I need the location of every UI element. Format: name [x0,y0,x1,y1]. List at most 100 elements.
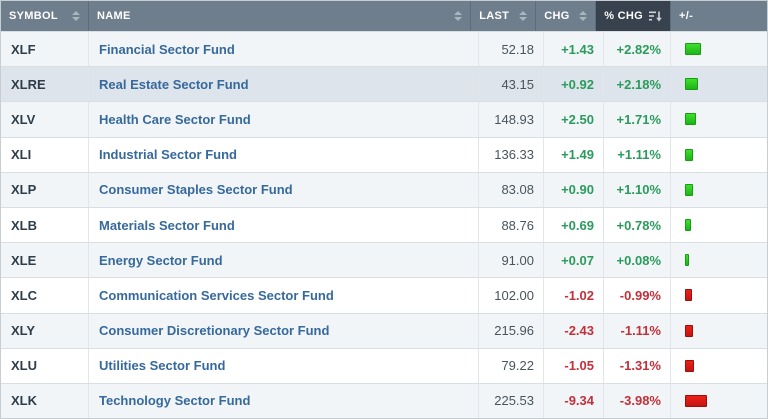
bar-cell [671,208,767,242]
change-bar [685,113,696,126]
sort-updown-icon [579,11,588,21]
change-bar [685,254,689,267]
fund-name-link[interactable]: Technology Sector Fund [99,393,251,409]
bar-cell [671,314,767,348]
table-row: XLP Consumer Staples Sector Fund 83.08 +… [1,171,767,207]
fund-name-link[interactable]: Energy Sector Fund [99,252,223,268]
column-header-pct-chg-label: % CHG [604,10,643,22]
name-cell: Consumer Staples Sector Fund [89,172,479,207]
table-row: XLK Technology Sector Fund 225.53 -9.34 … [1,382,767,418]
symbol-cell: XLV [1,102,89,137]
chg-cell: +0.90 [544,172,604,207]
symbol-text: XLI [11,147,32,163]
symbol-text: XLV [11,111,36,127]
chg-value: +0.92 [561,76,594,92]
fund-name-link[interactable]: Materials Sector Fund [99,217,235,233]
symbol-text: XLK [11,393,37,409]
name-cell: Materials Sector Fund [89,207,479,243]
chg-cell: +0.07 [544,243,604,278]
symbol-cell: XLK [1,383,89,418]
fund-name-link[interactable]: Real Estate Sector Fund [99,76,249,92]
name-cell: Technology Sector Fund [89,383,479,418]
pct-chg-cell: +0.08% [604,243,671,278]
symbol-cell: XLE [1,243,89,278]
fund-name-link[interactable]: Consumer Staples Sector Fund [99,182,293,198]
column-header-last[interactable]: LAST [471,1,537,31]
pct-chg-cell: +1.71% [604,102,671,137]
fund-name-link[interactable]: Financial Sector Fund [99,41,235,57]
change-bar [685,78,698,91]
symbol-text: XLRE [11,76,46,92]
bar-cell [671,67,767,101]
last-cell: 43.15 [479,67,544,102]
last-cell: 52.18 [479,32,544,67]
table-row: XLI Industrial Sector Fund 136.33 +1.49 … [1,136,767,172]
symbol-cell: XLC [1,278,89,313]
pct-chg-value: -1.11% [620,323,661,339]
chg-cell: +2.50 [544,102,604,137]
last-value: 225.53 [494,393,534,409]
change-bar [685,43,701,56]
chg-value: +0.90 [561,182,594,198]
table-body: XLF Financial Sector Fund 52.18 +1.43 +2… [1,31,767,418]
chg-value: +1.43 [561,41,594,57]
last-cell: 215.96 [479,313,544,348]
pct-chg-cell: +1.10% [604,172,671,207]
pct-chg-value: +1.71% [616,111,661,127]
column-header-symbol[interactable]: SYMBOL [1,1,89,31]
column-header-name[interactable]: NAME [89,1,472,31]
column-header-chg-label: CHG [544,10,570,22]
bar-cell [671,32,767,66]
chg-value: +0.69 [561,217,594,233]
column-header-plus-minus[interactable]: +/- [671,1,767,31]
fund-name-link[interactable]: Consumer Discretionary Sector Fund [99,323,330,339]
pct-chg-value: -3.98% [619,393,661,409]
fund-name-link[interactable]: Industrial Sector Fund [99,147,237,163]
symbol-text: XLU [11,358,37,374]
sort-updown-icon [454,11,463,21]
table-header-row: SYMBOL NAME LAST CHG % CHG [1,1,767,31]
bar-cell [671,173,767,207]
symbol-text: XLF [11,41,36,57]
fund-name-link[interactable]: Communication Services Sector Fund [99,287,334,303]
name-cell: Utilities Sector Fund [89,348,479,383]
symbol-cell: XLY [1,313,89,348]
last-cell: 136.33 [479,137,544,172]
column-header-chg[interactable]: CHG [536,1,597,31]
fund-name-link[interactable]: Health Care Sector Fund [99,111,251,127]
symbol-cell: XLU [1,348,89,383]
chg-value: -9.34 [564,393,594,409]
last-cell: 83.08 [479,172,544,207]
last-value: 136.33 [494,147,534,163]
table-row: XLRE Real Estate Sector Fund 43.15 +0.92… [1,66,767,102]
table-row: XLY Consumer Discretionary Sector Fund 2… [1,312,767,348]
last-value: 91.00 [501,252,534,268]
fund-name-link[interactable]: Utilities Sector Fund [99,358,226,374]
chg-value: -1.05 [564,358,594,374]
pct-chg-value: +1.10% [616,182,661,198]
name-cell: Consumer Discretionary Sector Fund [89,313,479,348]
last-value: 52.18 [501,41,534,57]
last-cell: 102.00 [479,278,544,313]
chg-cell: +1.43 [544,32,604,67]
column-header-pct-chg[interactable]: % CHG [596,1,671,31]
last-value: 79.22 [501,358,534,374]
bar-cell [671,102,767,136]
chg-cell: -1.02 [544,278,604,313]
last-value: 43.15 [501,76,534,92]
bar-cell [671,349,767,383]
last-value: 148.93 [494,111,534,127]
table-row: XLF Financial Sector Fund 52.18 +1.43 +2… [1,31,767,67]
column-header-name-label: NAME [97,10,131,22]
symbol-text: XLP [11,182,37,198]
name-cell: Real Estate Sector Fund [89,67,479,102]
chg-value: +1.49 [561,147,594,163]
name-cell: Health Care Sector Fund [89,102,479,137]
pct-chg-cell: +2.18% [604,67,671,102]
change-bar [685,219,691,232]
symbol-cell: XLRE [1,67,89,102]
change-bar [685,183,693,196]
pct-chg-value: -1.31% [619,358,661,374]
change-bar [685,289,692,302]
